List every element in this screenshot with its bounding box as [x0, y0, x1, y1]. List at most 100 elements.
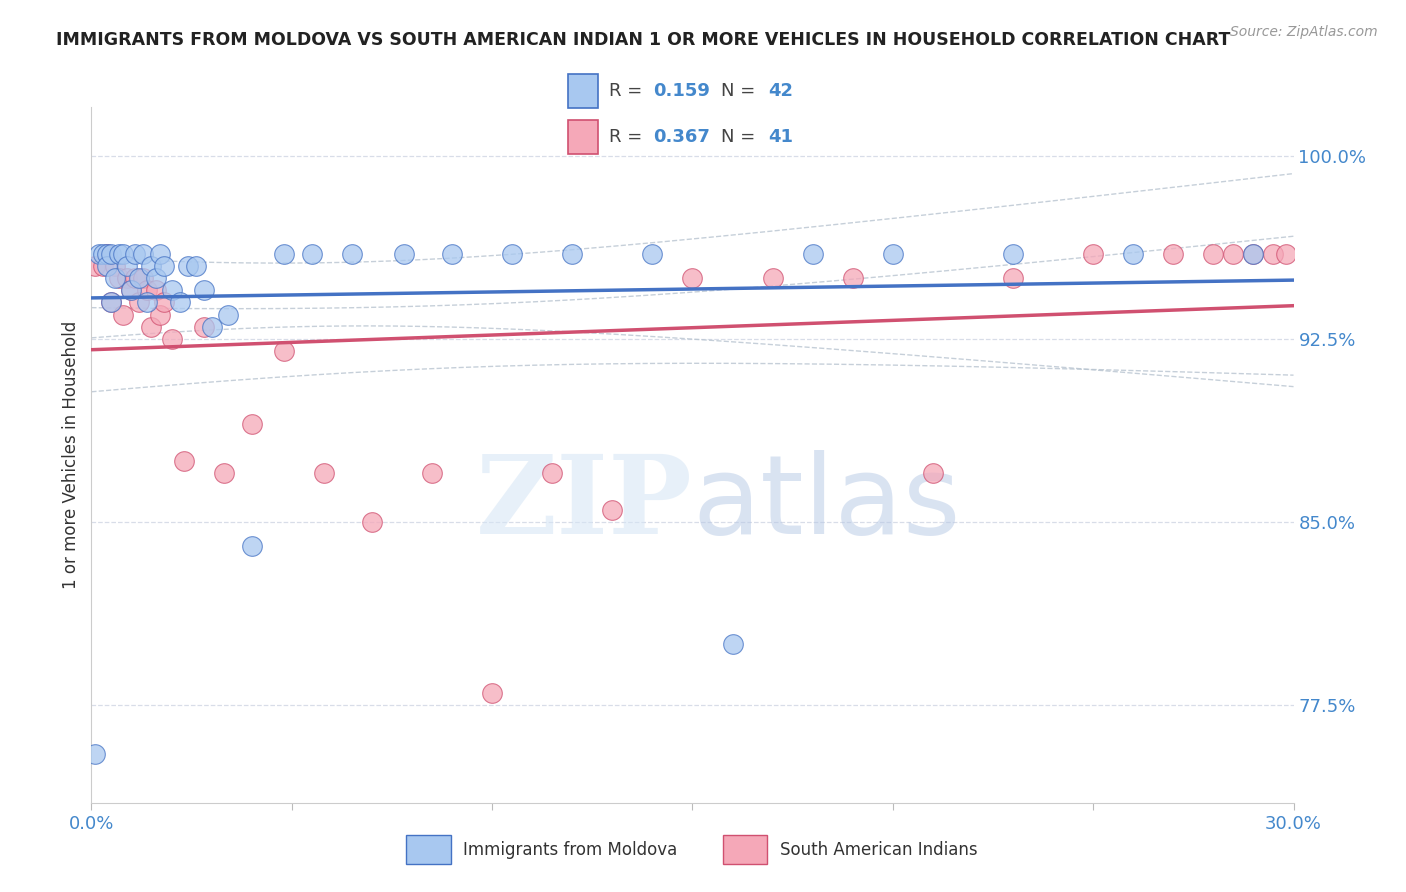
Point: [721, 637, 744, 651]
Point: [84, 747, 107, 761]
Point: [1163, 246, 1185, 260]
Point: [1001, 271, 1024, 285]
Bar: [723, 835, 768, 864]
Point: [1001, 246, 1024, 260]
Point: [89, 246, 111, 260]
Point: [1243, 246, 1265, 260]
Point: [121, 283, 143, 297]
Text: IMMIGRANTS FROM MOLDOVA VS SOUTH AMERICAN INDIAN 1 OR MORE VEHICLES IN HOUSEHOLD: IMMIGRANTS FROM MOLDOVA VS SOUTH AMERICA…: [56, 31, 1230, 49]
Text: N =: N =: [721, 82, 762, 100]
Point: [93, 246, 115, 260]
Point: [273, 344, 295, 359]
Point: [100, 295, 122, 310]
Point: [841, 271, 863, 285]
Y-axis label: 1 or more Vehicles in Household: 1 or more Vehicles in Household: [62, 321, 80, 589]
Point: [312, 467, 335, 481]
Point: [201, 319, 224, 334]
Point: [801, 246, 824, 260]
Point: [561, 246, 583, 260]
Point: [141, 319, 163, 334]
Point: [152, 295, 174, 310]
Point: [93, 259, 115, 273]
Point: [141, 259, 163, 273]
Point: [193, 283, 215, 297]
Text: 42: 42: [768, 82, 793, 100]
Point: [1263, 246, 1285, 260]
Point: [240, 540, 263, 554]
Point: [124, 246, 146, 260]
Point: [1222, 246, 1244, 260]
Point: [152, 259, 174, 273]
Point: [273, 246, 295, 260]
Bar: [568, 120, 598, 153]
Point: [132, 246, 155, 260]
Point: [762, 271, 785, 285]
Point: [340, 246, 363, 260]
Point: [217, 308, 239, 322]
Point: [117, 259, 139, 273]
Point: [602, 503, 624, 517]
Text: 0.159: 0.159: [652, 82, 710, 100]
Point: [145, 271, 167, 285]
Point: [681, 271, 703, 285]
Point: [440, 246, 463, 260]
Point: [641, 246, 664, 260]
Text: 0.367: 0.367: [652, 128, 710, 145]
Text: 41: 41: [768, 128, 793, 145]
Point: [1083, 246, 1105, 260]
Point: [169, 295, 191, 310]
Point: [112, 246, 135, 260]
Point: [136, 295, 159, 310]
Point: [882, 246, 904, 260]
Point: [481, 686, 503, 700]
Point: [148, 308, 170, 322]
Point: [173, 454, 195, 468]
Text: Source: ZipAtlas.com: Source: ZipAtlas.com: [1230, 25, 1378, 39]
Point: [541, 467, 564, 481]
Point: [1243, 246, 1265, 260]
Text: R =: R =: [609, 128, 648, 145]
Point: [124, 271, 146, 285]
Point: [100, 246, 122, 260]
Point: [128, 271, 150, 285]
Point: [501, 246, 523, 260]
Point: [112, 308, 135, 322]
Point: [176, 259, 198, 273]
Point: [212, 467, 235, 481]
Point: [184, 259, 207, 273]
Point: [96, 259, 118, 273]
Text: N =: N =: [721, 128, 762, 145]
Bar: [568, 74, 598, 108]
Point: [84, 259, 107, 273]
Point: [392, 246, 415, 260]
Point: [922, 467, 945, 481]
Point: [136, 283, 159, 297]
Point: [96, 246, 118, 260]
Point: [160, 283, 183, 297]
Bar: [406, 835, 451, 864]
Text: Immigrants from Moldova: Immigrants from Moldova: [464, 840, 678, 859]
Point: [193, 319, 215, 334]
Point: [121, 283, 143, 297]
Point: [96, 246, 118, 260]
Text: R =: R =: [609, 82, 648, 100]
Text: ZIP: ZIP: [475, 450, 692, 558]
Point: [104, 271, 127, 285]
Point: [117, 271, 139, 285]
Point: [420, 467, 443, 481]
Point: [301, 246, 323, 260]
Text: South American Indians: South American Indians: [779, 840, 977, 859]
Point: [160, 332, 183, 346]
Point: [1274, 246, 1296, 260]
Point: [145, 283, 167, 297]
Point: [128, 295, 150, 310]
Point: [1122, 246, 1144, 260]
Point: [104, 259, 127, 273]
Point: [132, 271, 155, 285]
Point: [100, 295, 122, 310]
Point: [108, 271, 131, 285]
Point: [240, 417, 263, 432]
Point: [148, 246, 170, 260]
Text: atlas: atlas: [692, 450, 960, 558]
Point: [108, 246, 131, 260]
